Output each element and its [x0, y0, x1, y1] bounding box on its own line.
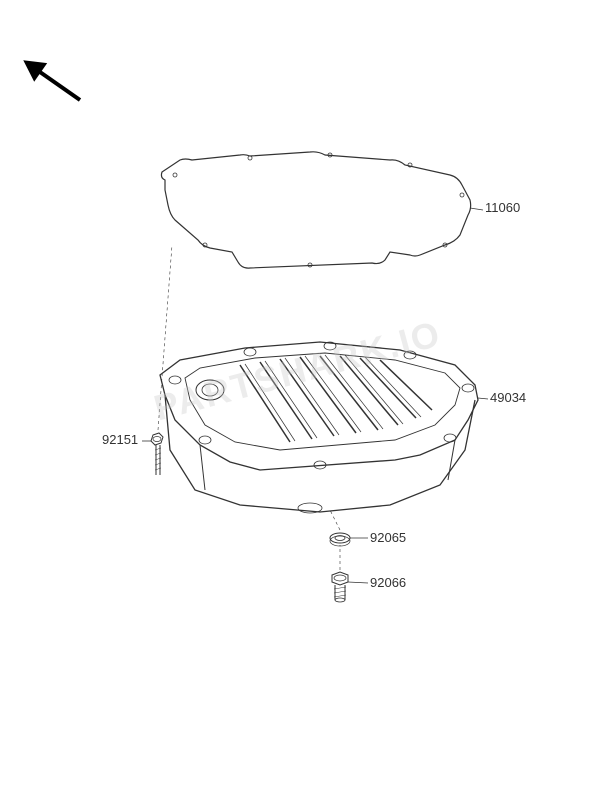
oil-pan-part	[160, 342, 488, 513]
label-washer: 92065	[370, 530, 406, 545]
gasket-part	[161, 152, 483, 268]
bolt-part	[142, 245, 172, 475]
label-bolt: 92151	[102, 432, 138, 447]
washer-part	[330, 533, 368, 546]
drain-plug-part	[330, 510, 368, 602]
parts-diagram: PARTSHARK.IO 11060 49034 92151 92065 920…	[0, 0, 600, 787]
label-oil-pan: 49034	[490, 390, 526, 405]
direction-arrow-icon	[22, 56, 84, 106]
label-drain-plug: 92066	[370, 575, 406, 590]
label-gasket: 11060	[485, 200, 520, 215]
